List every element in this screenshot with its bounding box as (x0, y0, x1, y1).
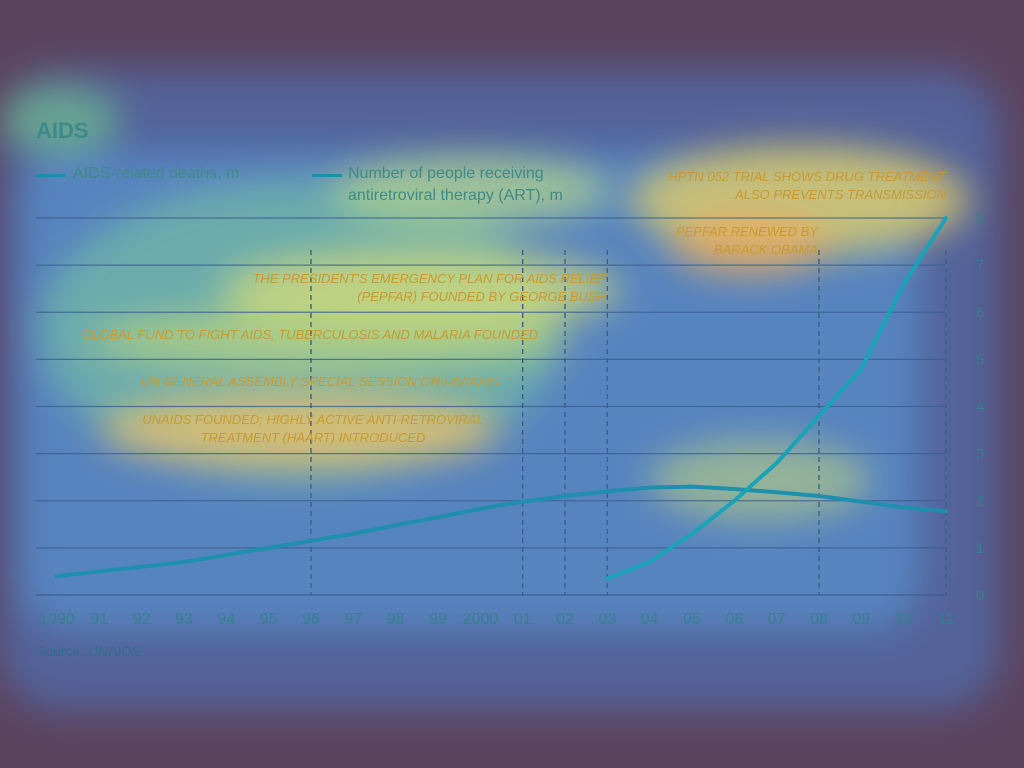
x-tick-label: 11 (938, 611, 955, 628)
annotation-pepfar: THE PRESIDENT'S EMERGENCY PLAN FOR AIDS … (236, 270, 606, 306)
x-tick-label: 99 (429, 611, 447, 628)
series-line-deaths (55, 484, 948, 579)
annotation-pepfar-renewed: PEPFAR RENEWED BY BARACK OBAMA (668, 223, 818, 259)
x-tick-label: 06 (725, 611, 743, 628)
annotation-ungass: UN GENERAL ASSEMBLY SPECIAL SESSION ON H… (141, 373, 499, 391)
x-tick-label: 10 (895, 611, 913, 628)
x-tick-label: 04 (641, 611, 659, 628)
annotation-unaids-line-2: TREATMENT (HAART) INTRODUCED (200, 430, 426, 445)
x-tick-label: 02 (556, 611, 574, 628)
x-tick-label: 98 (387, 611, 405, 628)
y-tick-label: 8 (976, 210, 984, 227)
annotation-pepfar-line-2: (PEPFAR) FOUNDED BY GEORGE BUSH (357, 289, 606, 304)
chart-title: AIDS (36, 118, 89, 143)
x-tick-label: 1990 (39, 611, 75, 628)
x-tick-label: 03 (598, 611, 616, 628)
x-tick-label: 92 (133, 611, 151, 628)
x-tick-label: 07 (768, 611, 786, 628)
y-tick-label: 2 (976, 493, 984, 510)
annotation-unaids-line-1: UNAIDS FOUNDED; HIGHLY ACTIVE ANTI-RETRO… (142, 412, 484, 427)
annotation-hptn-line-1: HPTN 052 TRIAL SHOWS DRUG TREATMENT (668, 169, 946, 184)
series-line-art (605, 216, 948, 581)
legend-swatch-deaths (36, 174, 66, 177)
legend-art: Number of people receiving antiretrovira… (348, 165, 563, 204)
x-tick-label: 96 (302, 611, 320, 628)
y-tick-label: 3 (976, 446, 984, 463)
annotation-unaids: UNAIDS FOUNDED; HIGHLY ACTIVE ANTI-RETRO… (128, 411, 498, 447)
x-tick-label: 95 (260, 611, 278, 628)
annotation-pepfar-line-1: THE PRESIDENT'S EMERGENCY PLAN FOR AIDS … (252, 271, 606, 286)
annotation-global-fund: GLOBAL FUND TO FIGHT AIDS, TUBERCULOSIS … (82, 326, 538, 344)
y-tick-label: 0 (976, 587, 984, 604)
x-tick-label: 91 (90, 611, 108, 628)
y-tick-label: 5 (976, 351, 984, 368)
annotation-pepfar-renewed-line-2: BARACK OBAMA (713, 242, 818, 257)
y-tick-label: 1 (976, 540, 984, 557)
x-tick-label: 97 (344, 611, 362, 628)
y-tick-label: 6 (976, 304, 984, 321)
annotation-hptn-line-2: ALSO PREVENTS TRANSMISSION (735, 187, 946, 202)
annotation-global-fund-line-1: GLOBAL FUND TO FIGHT AIDS, TUBERCULOSIS … (82, 327, 539, 342)
x-tick-label: 09 (852, 611, 870, 628)
y-tick-label: 7 (976, 257, 984, 274)
x-tick-label: 08 (810, 611, 828, 628)
x-tick-label: 01 (514, 611, 532, 628)
source-note: Source: UNAIDS (36, 643, 142, 659)
x-tick-label: 05 (683, 611, 701, 628)
annotation-pepfar-renewed-line-1: PEPFAR RENEWED BY (675, 224, 818, 239)
x-tick-label: 2000 (463, 611, 499, 628)
x-tick-label: 94 (217, 611, 235, 628)
legend-swatch-art (312, 174, 342, 177)
x-tick-label: 93 (175, 611, 193, 628)
legend-deaths: AIDS-related deaths, m (73, 165, 240, 182)
annotation-ungass-line-1: UN GENERAL ASSEMBLY SPECIAL SESSION ON H… (141, 374, 500, 389)
y-tick-label: 4 (976, 399, 984, 416)
annotation-hptn: HPTN 052 TRIAL SHOWS DRUG TREATMENT ALSO… (650, 168, 946, 204)
